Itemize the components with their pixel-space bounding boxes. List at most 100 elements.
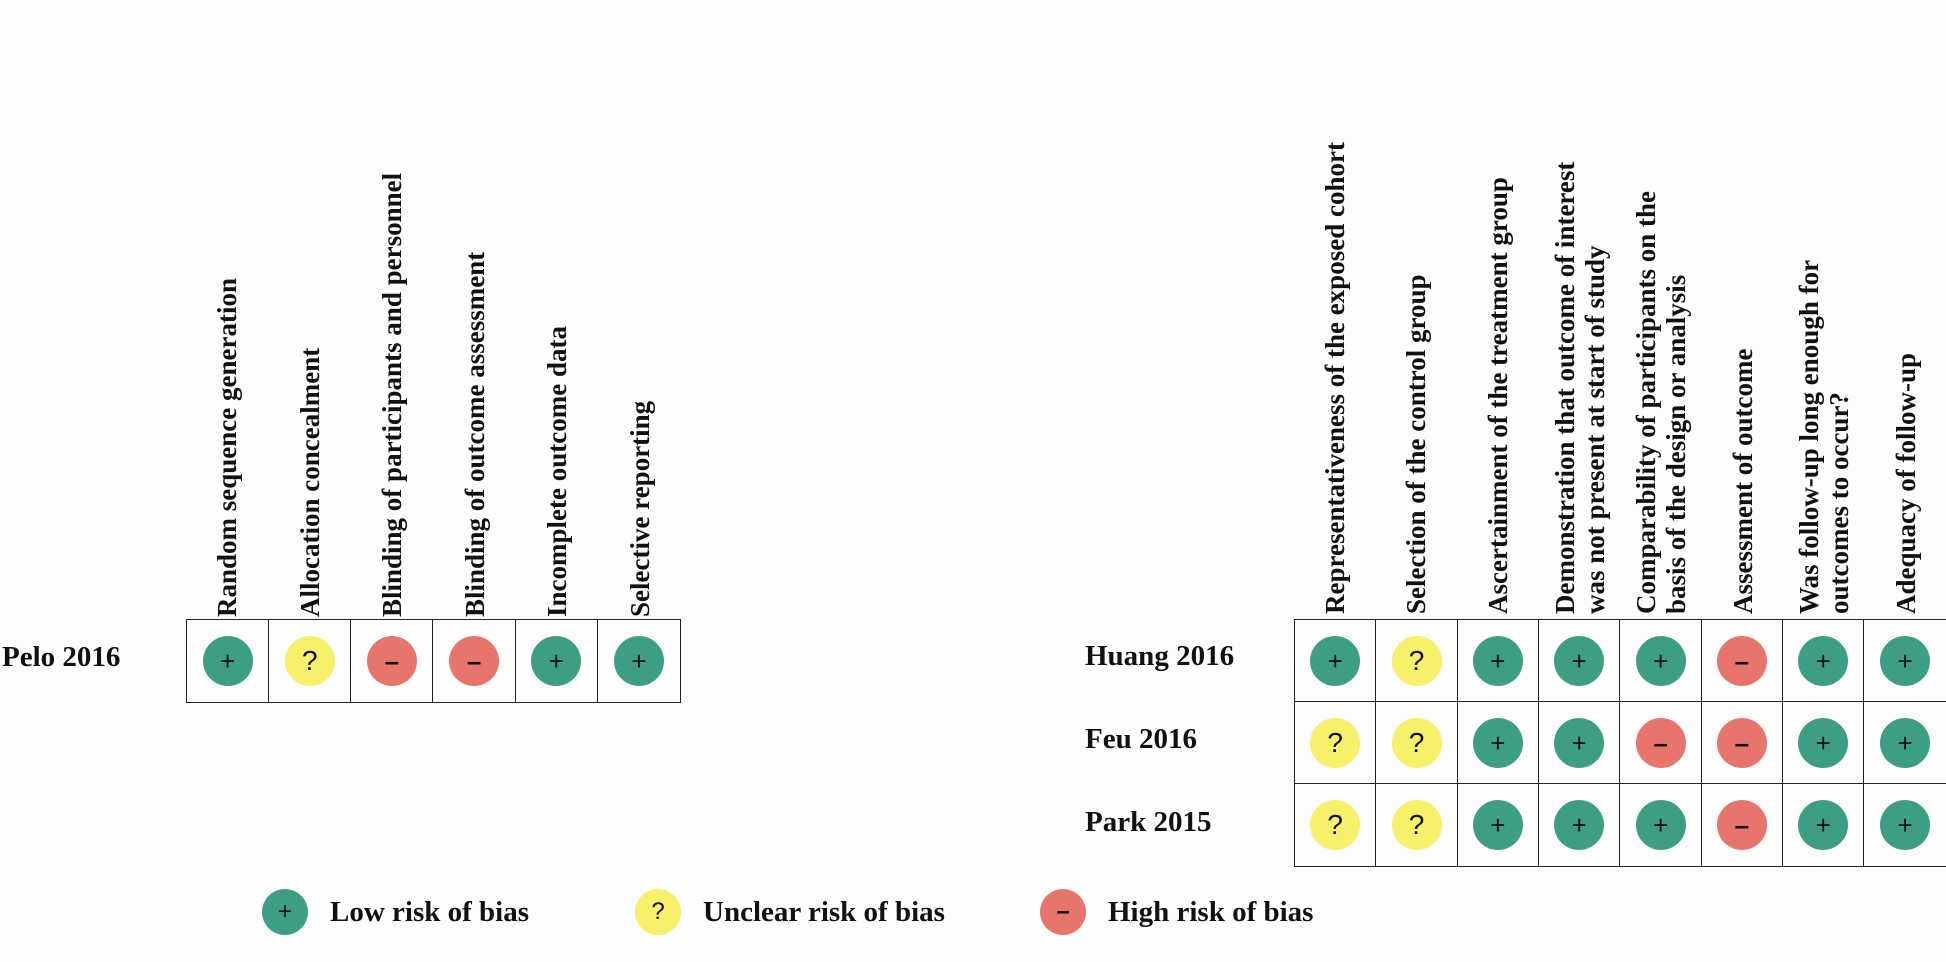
right-column-label-line: was not present at start of study bbox=[1579, 245, 1610, 615]
unclear-risk-icon: ? bbox=[284, 636, 335, 686]
right-rating-cell: + bbox=[1783, 702, 1865, 785]
unclear-risk-icon: ? bbox=[1391, 717, 1442, 768]
low-risk-icon: + bbox=[1635, 800, 1686, 851]
low-risk-icon: + bbox=[1554, 800, 1605, 851]
right-rating-cell: – bbox=[1620, 702, 1702, 785]
left-rating-cell: – bbox=[433, 620, 516, 702]
left-column-label: Allocation concealment bbox=[295, 348, 325, 617]
left-rating-cell: + bbox=[516, 620, 598, 702]
right-rating-cell: + bbox=[1864, 620, 1946, 703]
right-rating-cell: + bbox=[1539, 702, 1621, 785]
right-column-label-line: Adequacy of follow-up bbox=[1891, 352, 1921, 614]
right-column-label-line: Comparability of participants on the bbox=[1631, 190, 1662, 614]
right-rating-cell: – bbox=[1701, 620, 1784, 703]
left-column-label-line: Blinding of participants and personnel bbox=[377, 172, 408, 617]
right-column-label: Assessment of outcome bbox=[1728, 349, 1758, 614]
right-rating-cell: – bbox=[1702, 784, 1784, 867]
right-column-label-line: outcomes to occur? bbox=[1824, 392, 1855, 614]
legend-label: High risk of bias bbox=[1108, 895, 1314, 928]
right-column-label-line: basis of the design or analysis bbox=[1661, 274, 1692, 614]
low-risk-icon: + bbox=[1798, 635, 1849, 686]
right-rating-cell: – bbox=[1701, 702, 1784, 785]
low-risk-icon: + bbox=[1554, 717, 1605, 768]
right-study-label: Huang 2016 bbox=[1085, 640, 1235, 673]
right-rating-cell: ? bbox=[1376, 702, 1458, 785]
left-rating-cell: + bbox=[598, 620, 680, 702]
right-rating-cell: ? bbox=[1376, 620, 1458, 703]
left-column-label-line: Allocation concealment bbox=[294, 347, 325, 617]
high-risk-icon: – bbox=[449, 636, 500, 686]
legend-label: Unclear risk of bias bbox=[703, 895, 945, 928]
right-study-label: Park 2015 bbox=[1085, 805, 1212, 838]
high-risk-legend-icon: – bbox=[1040, 889, 1086, 935]
low-risk-icon: + bbox=[1798, 717, 1849, 768]
left-column-label-line: Blinding of outcome assessment bbox=[459, 251, 490, 617]
low-risk-icon: + bbox=[1554, 635, 1605, 686]
right-rating-cell: + bbox=[1783, 784, 1865, 867]
right-rating-cell: ? bbox=[1295, 784, 1377, 867]
right-rating-grid: +? + + + – + +?? + + – – + +?? + + + – + + bbox=[1294, 619, 1946, 868]
right-column-label-line: Ascertainment of the treatment group bbox=[1483, 177, 1513, 614]
unclear-risk-legend-icon: ? bbox=[635, 889, 681, 935]
low-risk-icon: + bbox=[1798, 800, 1849, 851]
low-risk-legend-icon: + bbox=[262, 889, 308, 935]
high-risk-icon: – bbox=[1635, 717, 1686, 768]
high-risk-icon: – bbox=[1716, 717, 1767, 768]
right-column-label: Was follow-up long enough for outcomes to… bbox=[1794, 260, 1854, 614]
left-rating-cell: ? bbox=[269, 620, 352, 702]
left-study-label: Pelo 2016 bbox=[2, 641, 121, 673]
right-rating-cell: + bbox=[1458, 784, 1540, 867]
left-column-label-line: Incomplete outcome data bbox=[542, 326, 573, 617]
right-rating-cell: ? bbox=[1376, 784, 1458, 867]
right-rating-cell: + bbox=[1620, 784, 1702, 867]
high-risk-icon: – bbox=[1716, 800, 1767, 851]
left-column-label: Blinding of outcome assessment bbox=[460, 252, 490, 617]
right-rating-cell: + bbox=[1295, 620, 1377, 703]
unclear-risk-icon: ? bbox=[1310, 800, 1361, 851]
low-risk-icon: + bbox=[1880, 800, 1931, 851]
unclear-risk-icon: ? bbox=[1391, 635, 1442, 686]
left-column-label-line: Selective reporting bbox=[624, 400, 655, 617]
low-risk-icon: + bbox=[531, 636, 582, 686]
right-column-label: Selection of the control group bbox=[1401, 275, 1431, 614]
left-column-label: Random sequence generation bbox=[212, 278, 242, 617]
low-risk-icon: + bbox=[613, 636, 664, 686]
right-rating-cell: + bbox=[1783, 620, 1865, 703]
right-column-label-line: Representativeness of the exposed cohort bbox=[1319, 142, 1350, 614]
low-risk-icon: + bbox=[1880, 635, 1931, 686]
low-risk-icon: + bbox=[1472, 717, 1523, 768]
high-risk-icon: – bbox=[1716, 635, 1767, 686]
right-column-label-line: Was follow-up long enough for bbox=[1794, 259, 1825, 614]
right-column-label-line: Demonstration that outcome of interest bbox=[1549, 161, 1580, 614]
low-risk-icon: + bbox=[1880, 717, 1931, 768]
legend-item-low: + Low risk of bias bbox=[262, 889, 529, 935]
right-rating-cell: + bbox=[1457, 620, 1540, 703]
left-column-label: Selective reporting bbox=[625, 401, 655, 617]
right-column-label: Demonstration that outcome of interest wa… bbox=[1550, 162, 1610, 614]
right-column-label: Comparability of participants on the basi… bbox=[1631, 191, 1691, 614]
right-rating-cell: + bbox=[1539, 784, 1621, 867]
high-risk-icon: – bbox=[366, 636, 417, 686]
right-rating-cell: ? bbox=[1295, 702, 1377, 785]
right-rating-cell: + bbox=[1864, 784, 1945, 866]
low-risk-icon: + bbox=[1472, 800, 1523, 851]
legend-label: Low risk of bias bbox=[330, 895, 530, 928]
right-column-label: Adequacy of follow-up bbox=[1891, 353, 1921, 614]
right-study-label: Feu 2016 bbox=[1085, 723, 1197, 756]
left-column-label: Blinding of participants and personnel bbox=[377, 173, 407, 617]
right-rating-cell: + bbox=[1539, 620, 1621, 703]
legend-item-unclear: ? Unclear risk of bias bbox=[635, 889, 945, 935]
low-risk-icon: + bbox=[202, 636, 253, 686]
left-column-label-line: Random sequence generation bbox=[212, 278, 243, 617]
right-column-label: Representativeness of the exposed cohort bbox=[1320, 142, 1350, 614]
right-column-label: Ascertainment of the treatment group bbox=[1483, 177, 1513, 614]
legend-item-high: – High risk of bias bbox=[1040, 889, 1313, 935]
left-column-label: Incomplete outcome data bbox=[542, 326, 572, 617]
low-risk-icon: + bbox=[1635, 635, 1686, 686]
right-rating-cell: + bbox=[1864, 702, 1946, 785]
right-rating-cell: + bbox=[1457, 702, 1540, 785]
low-risk-icon: + bbox=[1472, 635, 1523, 686]
left-rating-cell: – bbox=[351, 620, 434, 702]
right-rating-cell: + bbox=[1620, 620, 1702, 703]
